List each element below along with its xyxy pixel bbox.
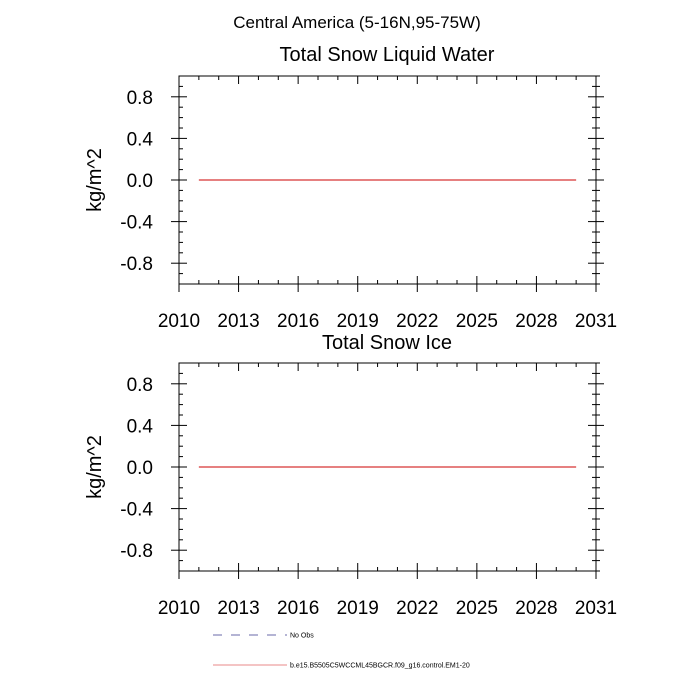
- y-tick-label: 0.4: [127, 129, 154, 150]
- y-tick-label: -0.4: [120, 500, 153, 521]
- panel-title: Total Snow Ice: [322, 332, 452, 354]
- y-axis-label: kg/m^2: [84, 148, 106, 212]
- y-tick-label: 0.8: [127, 88, 153, 109]
- y-tick-label: -0.8: [120, 254, 153, 275]
- figure-suptitle: Central America (5-16N,95-75W): [233, 13, 481, 32]
- x-tick-label: 2013: [217, 311, 259, 332]
- x-tick-label: 2016: [277, 598, 319, 619]
- legend-label-model-run: b.e15.B5505C5WCCML45BGCR.f09_g16.control…: [290, 663, 470, 670]
- y-tick-label: 0.0: [127, 171, 153, 192]
- axis-ticks: 2010 2013 2016 2019 2022 2025 2028 2031 -0.8 -0.4…: [120, 75, 617, 332]
- x-tick-label: 2025: [456, 311, 498, 332]
- x-tick-label: 2028: [515, 598, 557, 619]
- x-tick-label: 2019: [337, 598, 379, 619]
- x-tick-label: 2022: [396, 311, 438, 332]
- x-tick-label: 2019: [337, 311, 379, 332]
- y-tick-label: -0.8: [120, 541, 153, 562]
- y-tick-label: 0.0: [127, 458, 153, 479]
- legend: No Obs b.e15.B5505C5WCCML45BGCR.f09_g16.…: [213, 633, 470, 670]
- x-tick-label: 2016: [277, 311, 319, 332]
- x-tick-label: 2031: [575, 311, 617, 332]
- y-tick-label: 0.8: [127, 375, 153, 396]
- legend-label-no-obs: No Obs: [290, 633, 314, 640]
- y-tick-label: -0.4: [120, 213, 153, 234]
- x-tick-label: 2025: [456, 598, 498, 619]
- y-axis-label: kg/m^2: [84, 435, 106, 499]
- x-tick-label: 2010: [158, 598, 200, 619]
- panel-title: Total Snow Liquid Water: [280, 44, 495, 66]
- x-tick-label: 2022: [396, 598, 438, 619]
- y-tick-label: 0.4: [127, 416, 154, 437]
- x-tick-label: 2013: [217, 598, 259, 619]
- panel-total-snow-ice: Total Snow Ice kg/m^2 2010 2013 2016 2019 20…: [84, 332, 617, 619]
- x-tick-label: 2010: [158, 311, 200, 332]
- axis-ticks: 2010 2013 2016 2019 2022 2025 2028 2031 -0.8 -0.4…: [120, 362, 617, 619]
- x-tick-label: 2028: [515, 311, 557, 332]
- x-tick-label: 2031: [575, 598, 617, 619]
- panel-total-snow-liquid-water: Total Snow Liquid Water kg/m^2 2010 2013 2…: [84, 44, 617, 332]
